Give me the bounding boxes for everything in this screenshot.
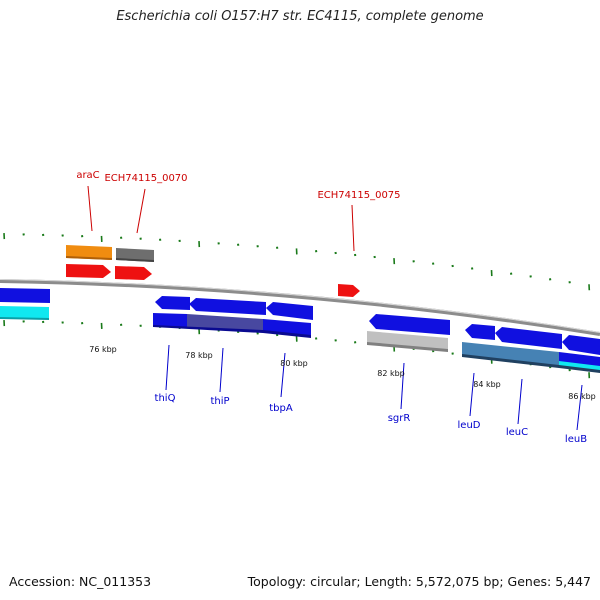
thiq-label-line: [165, 344, 170, 391]
kbp-labels: 76 kbp 78 kbp 80 kbp 82 kbp 84 kbp 86 kb…: [89, 345, 596, 401]
gene-tbpa-cds: [266, 302, 313, 320]
leud-label-line: [469, 372, 475, 417]
gene-ech70-feature-shadow: [116, 258, 154, 262]
leub-label-line: [576, 384, 583, 431]
gene-sgrr-feature-shadow: [367, 342, 448, 352]
gene-label-ech70: ECH74115_0070: [104, 173, 187, 184]
gene-label-sgrr: sgrR: [388, 413, 411, 424]
topology-label: Topology: circular; Length: 5,572,075 bp…: [247, 574, 591, 589]
gene-leud-cds: [465, 324, 495, 340]
leuc-label-line: [517, 378, 523, 425]
gene-label-arac: araC: [76, 170, 99, 181]
kbp-label-80: 80 kbp: [280, 359, 308, 368]
gene-left-feature-shadow: [0, 317, 49, 320]
gene-sgrr-feature: [367, 331, 448, 351]
genome-backbone: [0, 279, 600, 336]
gene-left-cds: [0, 288, 50, 303]
gene-leub-feature-light: [559, 361, 600, 371]
gene-label-tbpa: tbpA: [269, 403, 293, 414]
kbp-label-76: 76 kbp: [89, 345, 117, 354]
kbp-label-82: 82 kbp: [377, 369, 405, 378]
gene-label-thip: thiP: [210, 396, 229, 407]
gene-arac-feature-shadow: [66, 256, 112, 260]
tbpa-label-line: [280, 352, 286, 398]
thip-label-line: [219, 347, 224, 393]
kbp-label-78: 78 kbp: [185, 351, 213, 360]
gene-left-feature: [0, 306, 49, 319]
gene-label-leud: leuD: [458, 420, 481, 431]
gene-thiq-feature: [153, 313, 187, 327]
gene-leuc-feature: [491, 345, 559, 366]
ech75-label-line: [351, 204, 355, 252]
gene-label-leuc: leuC: [506, 427, 528, 438]
gene-leu-feature-shadow: [462, 354, 600, 373]
arac-label-line: [87, 185, 93, 232]
gene-label-ech75: ECH74115_0075: [317, 190, 400, 201]
map-title: Escherichia coli O157:H7 str. EC4115, co…: [116, 9, 484, 24]
outer-strand-genes: [66, 245, 360, 297]
gene-labels: araC ECH74115_0070 ECH74115_0075 thiQ th…: [76, 170, 587, 445]
gene-leuc-cds: [495, 327, 562, 349]
gene-label-lines: [87, 185, 583, 431]
gene-thi-feature-shadow: [153, 325, 311, 338]
outer-tick-ring: [3, 233, 591, 291]
gene-ech75-cds: [338, 284, 360, 297]
gene-thip-cds: [189, 298, 266, 315]
gene-leub-cds: [562, 335, 600, 355]
gene-label-leub: leuB: [565, 434, 587, 445]
kbp-label-86: 86 kbp: [568, 392, 596, 401]
kbp-label-84: 84 kbp: [473, 380, 501, 389]
ech70-label-line: [136, 188, 146, 234]
accession-label: Accession: NC_011353: [9, 574, 152, 589]
gene-label-thiq: thiQ: [155, 393, 176, 404]
gene-ech70-cds: [115, 266, 152, 280]
inner-strand-genes: [0, 288, 600, 373]
genome-backbone-highlight: [0, 279, 600, 333]
sgrr-label-line: [400, 362, 405, 410]
gene-thiq-cds: [155, 296, 190, 310]
gene-arac-cds: [66, 264, 111, 278]
gene-sgrr-cds: [369, 314, 450, 335]
gene-leud-feature: [462, 342, 491, 358]
gene-arac-feature: [66, 245, 112, 260]
